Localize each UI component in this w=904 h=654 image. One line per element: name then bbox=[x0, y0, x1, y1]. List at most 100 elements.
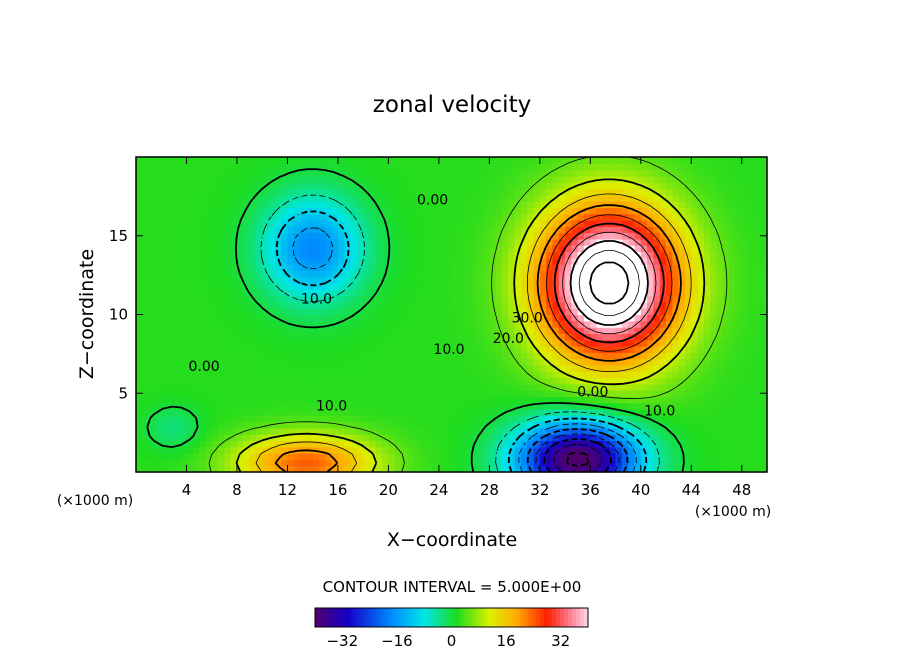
field-cell bbox=[356, 270, 364, 278]
field-cell bbox=[148, 276, 156, 284]
field-cell bbox=[312, 188, 320, 196]
field-cell bbox=[230, 188, 238, 196]
field-cell bbox=[672, 295, 680, 303]
field-cell bbox=[508, 157, 516, 164]
field-cell bbox=[432, 434, 440, 442]
field-cell bbox=[394, 220, 402, 227]
field-cell bbox=[754, 169, 762, 177]
field-cell bbox=[577, 383, 585, 391]
field-cell bbox=[186, 390, 194, 397]
field-cell bbox=[300, 377, 307, 385]
field-cell bbox=[628, 346, 636, 353]
field-cell bbox=[356, 446, 364, 454]
field-cell bbox=[407, 169, 415, 177]
field-cell bbox=[363, 465, 371, 473]
field-cell bbox=[419, 169, 427, 177]
field-cell bbox=[602, 390, 610, 397]
field-cell bbox=[300, 459, 307, 467]
field-cell bbox=[344, 377, 352, 385]
field-cell bbox=[211, 409, 219, 416]
field-cell bbox=[527, 301, 535, 309]
field-cell bbox=[438, 364, 446, 372]
field-cell bbox=[363, 383, 371, 391]
field-cell bbox=[287, 251, 295, 259]
field-cell bbox=[628, 327, 636, 334]
field-cell bbox=[419, 415, 427, 423]
field-cell bbox=[426, 390, 434, 397]
field-cell bbox=[236, 226, 244, 234]
field-cell bbox=[697, 440, 705, 448]
field-cell bbox=[735, 440, 743, 448]
field-cell bbox=[558, 295, 566, 303]
field-cell bbox=[236, 301, 244, 309]
field-cell bbox=[407, 327, 415, 334]
field-cell bbox=[136, 371, 143, 379]
field-cell bbox=[161, 257, 169, 265]
field-cell bbox=[621, 175, 629, 183]
field-cell bbox=[375, 459, 383, 467]
field-cell bbox=[312, 371, 320, 379]
field-cell bbox=[318, 182, 326, 190]
field-cell bbox=[211, 427, 219, 435]
field-cell bbox=[243, 402, 251, 410]
field-cell bbox=[514, 377, 522, 385]
field-cell bbox=[337, 377, 345, 385]
field-cell bbox=[666, 333, 673, 341]
field-cell bbox=[382, 201, 389, 208]
field-cell bbox=[571, 383, 579, 391]
field-cell bbox=[337, 188, 345, 196]
field-cell bbox=[659, 409, 667, 416]
field-cell bbox=[262, 194, 270, 202]
field-cell bbox=[426, 459, 434, 467]
field-cell bbox=[394, 465, 402, 473]
field-cell bbox=[735, 327, 743, 334]
field-cell bbox=[401, 283, 408, 290]
field-cell bbox=[369, 175, 377, 183]
field-cell bbox=[300, 157, 307, 164]
field-cell bbox=[173, 245, 181, 253]
field-cell bbox=[281, 301, 289, 309]
field-cell bbox=[653, 427, 661, 435]
field-cell bbox=[476, 213, 484, 221]
field-cell bbox=[401, 295, 408, 303]
field-cell bbox=[590, 245, 598, 253]
field-cell bbox=[748, 295, 755, 303]
field-cell bbox=[546, 371, 554, 379]
field-cell bbox=[300, 327, 307, 334]
field-cell bbox=[300, 358, 307, 366]
field-cell bbox=[577, 339, 585, 347]
field-cell bbox=[306, 157, 314, 164]
field-cell bbox=[653, 220, 661, 227]
field-cell bbox=[167, 346, 175, 353]
field-cell bbox=[760, 194, 768, 202]
field-cell bbox=[672, 238, 680, 246]
field-cell bbox=[546, 465, 554, 473]
field-cell bbox=[647, 358, 655, 366]
field-cell bbox=[218, 364, 225, 372]
field-cell bbox=[243, 440, 251, 448]
field-cell bbox=[192, 157, 200, 164]
field-cell bbox=[274, 327, 282, 334]
field-cell bbox=[173, 390, 181, 397]
field-cell bbox=[413, 333, 421, 341]
field-cell bbox=[495, 352, 503, 360]
field-cell bbox=[716, 157, 724, 164]
field-cell bbox=[691, 333, 699, 341]
field-cell bbox=[325, 175, 333, 183]
field-cell bbox=[274, 289, 282, 297]
field-cell bbox=[318, 327, 326, 334]
field-cell bbox=[558, 383, 566, 391]
field-cell bbox=[432, 371, 440, 379]
field-cell bbox=[659, 175, 667, 183]
field-cell bbox=[722, 169, 730, 177]
field-cell bbox=[729, 434, 737, 442]
field-cell bbox=[602, 289, 610, 297]
field-cell bbox=[136, 352, 143, 360]
field-cell bbox=[173, 295, 181, 303]
field-cell bbox=[647, 402, 655, 410]
field-cell bbox=[407, 264, 415, 271]
field-cell bbox=[508, 264, 516, 271]
field-cell bbox=[735, 175, 743, 183]
field-cell bbox=[306, 352, 314, 360]
field-cell bbox=[666, 188, 673, 196]
